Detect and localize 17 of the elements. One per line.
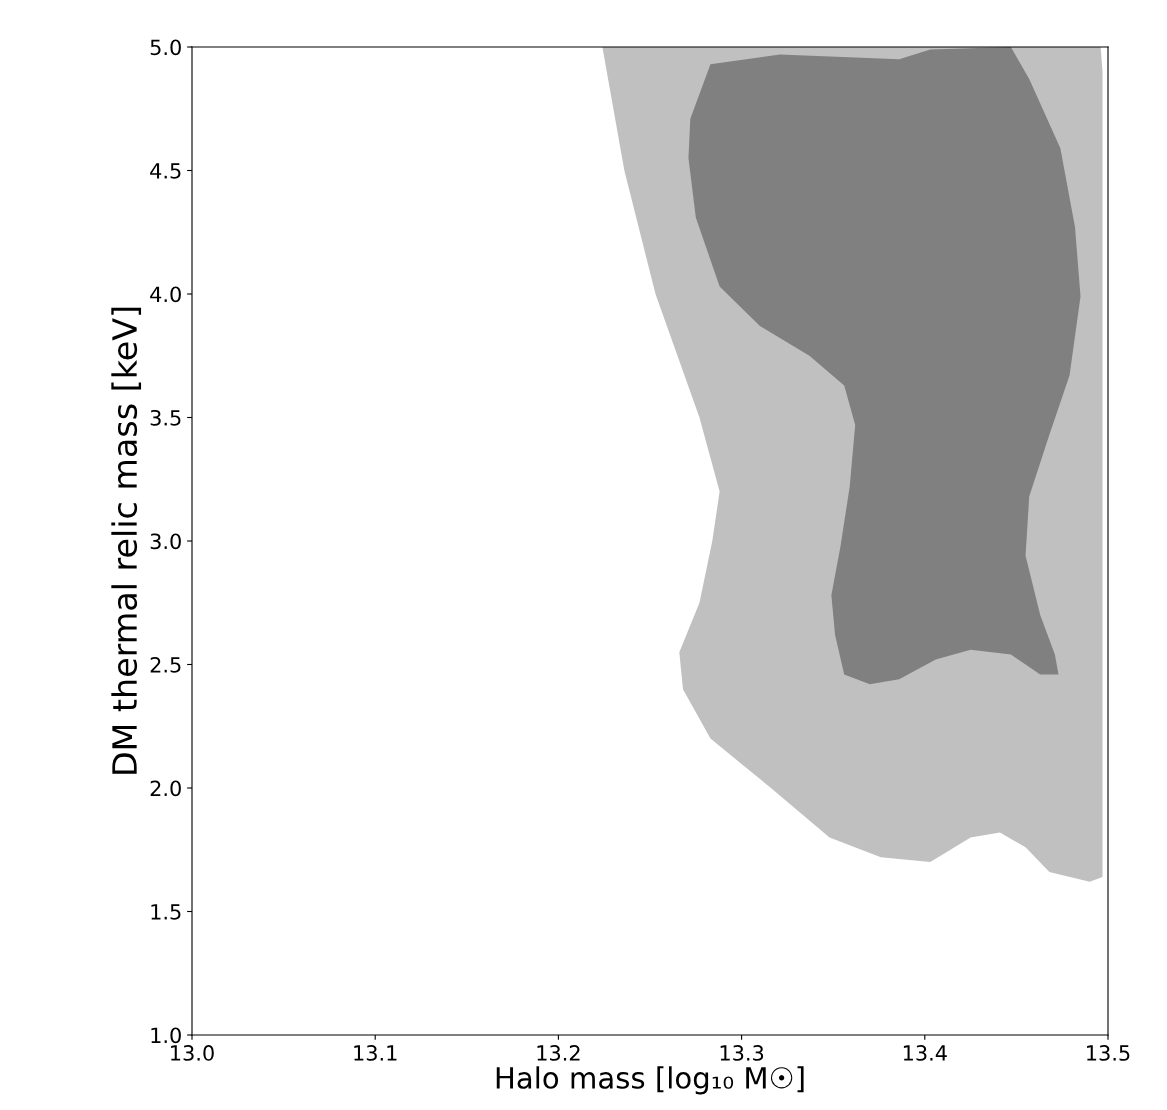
x-tick-label: 13.0 (171, 1045, 214, 1061)
y-tick-label: 3.5 (150, 409, 181, 426)
x-tick-label: 13.5 (1087, 1045, 1130, 1061)
x-tick-label: 13.4 (903, 1045, 947, 1061)
y-tick-label: 5.0 (150, 39, 181, 56)
y-tick-label: 3.0 (150, 533, 181, 550)
y-axis-title: DM thermal relic mass [keV] (111, 307, 142, 774)
y-tick-label: 1.5 (151, 904, 181, 920)
y-tick-label: 1.0 (151, 1027, 181, 1044)
y-tick-label: 4.0 (150, 286, 181, 303)
x-tick-label: 13.1 (354, 1045, 397, 1061)
y-tick-label: 4.5 (150, 163, 181, 179)
y-tick-label: 2.5 (150, 656, 181, 673)
x-axis-title: Halo mass [log₁₀ M☉] (496, 1066, 804, 1095)
x-tick-label: 13.3 (720, 1045, 764, 1061)
y-tick-label: 2.0 (150, 780, 181, 797)
x-tick-label: 13.2 (537, 1045, 580, 1061)
